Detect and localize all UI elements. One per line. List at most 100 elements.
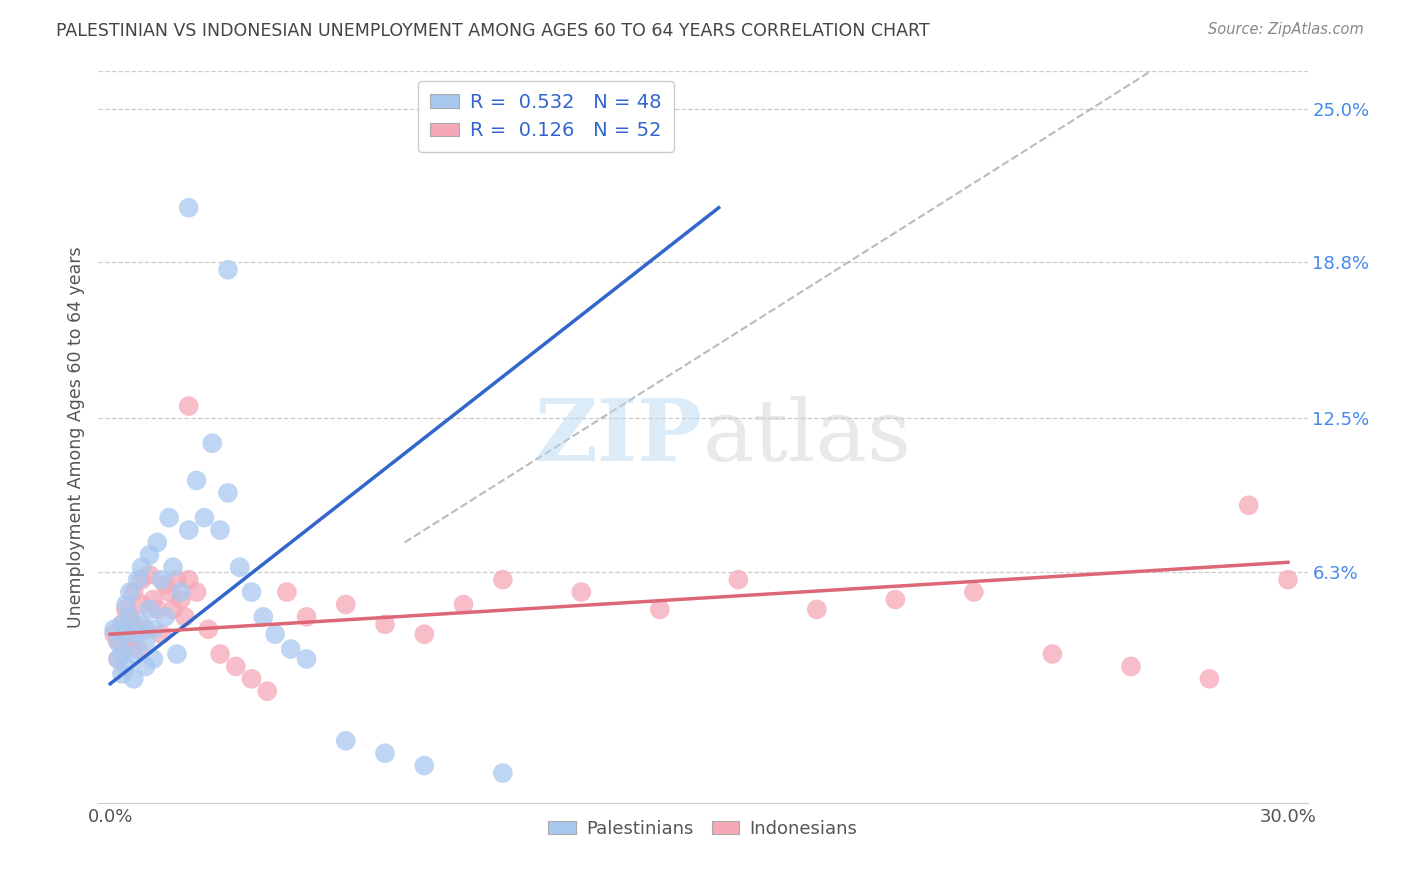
Point [131,617,153,632]
Point [1237,498,1260,512]
Point [170,585,193,599]
Point [186,474,208,488]
Text: PALESTINIAN VS INDONESIAN UNEMPLOYMENT AMONG AGES 60 TO 64 YEARS CORRELATION CHA: PALESTINIAN VS INDONESIAN UNEMPLOYMENT A… [56,22,929,40]
Point [240,585,263,599]
Point [1042,647,1064,661]
Point [453,598,475,612]
Point [103,627,125,641]
Point [177,399,200,413]
Point [138,602,160,616]
Point [150,627,173,641]
Point [492,573,515,587]
Point [115,659,138,673]
Point [115,602,138,616]
Point [135,634,157,648]
Point [157,585,180,599]
Point [122,585,145,599]
Point [153,610,176,624]
Point [111,647,134,661]
Point [146,602,169,616]
Text: Source: ZipAtlas.com: Source: ZipAtlas.com [1208,22,1364,37]
Point [806,602,828,616]
Point [193,510,215,524]
Point [648,602,671,616]
Point [111,617,134,632]
Point [162,602,184,616]
Point [252,610,274,624]
Point [131,560,153,574]
Point [111,666,134,681]
Point [225,659,247,673]
Point [1316,585,1339,599]
Point [569,585,592,599]
Point [142,592,165,607]
Point [280,642,302,657]
Point [413,758,436,772]
Point [111,647,134,661]
Point [295,652,318,666]
Point [240,672,263,686]
Point [107,652,129,666]
Point [276,585,298,599]
Point [118,610,141,624]
Point [122,672,145,686]
Point [229,560,252,574]
Point [146,535,169,549]
Point [884,592,907,607]
Point [492,766,515,780]
Point [135,659,157,673]
Point [170,592,193,607]
Point [107,634,129,648]
Y-axis label: Unemployment Among Ages 60 to 64 years: Unemployment Among Ages 60 to 64 years [66,246,84,628]
Point [142,622,165,636]
Point [166,573,188,587]
Point [138,548,160,562]
Point [374,617,396,632]
Point [413,627,436,641]
Point [335,598,357,612]
Legend: Palestinians, Indonesians: Palestinians, Indonesians [541,813,865,845]
Point [335,734,357,748]
Point [264,627,287,641]
Point [118,585,141,599]
Point [122,617,145,632]
Point [209,523,232,537]
Point [374,746,396,760]
Point [162,560,184,574]
Point [127,642,149,657]
Text: ZIP: ZIP [536,395,703,479]
Point [209,647,232,661]
Point [115,627,138,641]
Point [177,523,200,537]
Point [186,585,208,599]
Point [142,652,165,666]
Point [131,573,153,587]
Point [256,684,278,698]
Point [127,573,149,587]
Point [150,573,173,587]
Point [173,610,195,624]
Point [111,617,134,632]
Point [107,634,129,648]
Point [197,622,219,636]
Point [138,567,160,582]
Point [135,622,157,636]
Point [166,647,188,661]
Point [122,647,145,661]
Point [115,627,138,641]
Point [103,622,125,636]
Point [1198,672,1220,686]
Point [157,510,180,524]
Point [1277,573,1299,587]
Point [115,598,138,612]
Point [131,598,153,612]
Point [127,627,149,641]
Text: atlas: atlas [703,395,912,479]
Point [118,610,141,624]
Point [118,634,141,648]
Point [107,652,129,666]
Point [217,486,239,500]
Point [177,201,200,215]
Point [201,436,224,450]
Point [177,573,200,587]
